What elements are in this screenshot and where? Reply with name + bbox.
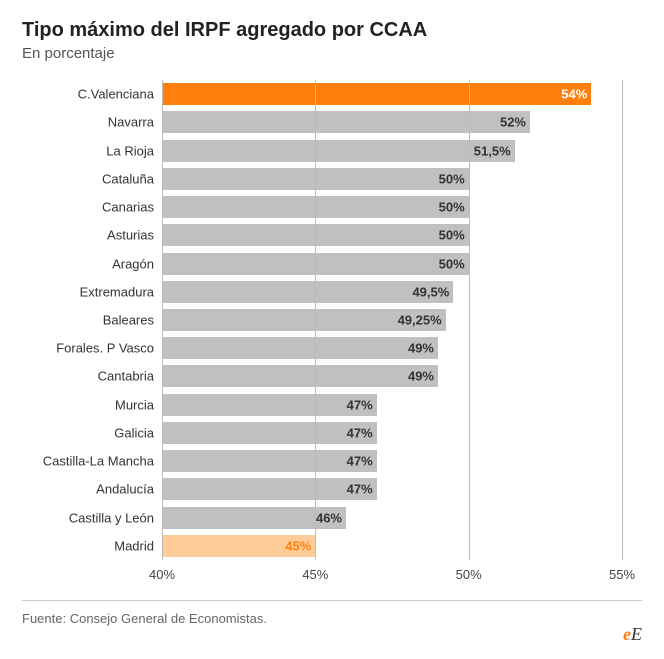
- category-label: Cantabria: [98, 369, 162, 384]
- x-tick-label: 45%: [302, 567, 328, 582]
- bar-value-label: 49%: [408, 341, 434, 356]
- bar-row: Murcia47%: [162, 393, 622, 417]
- gridline: [162, 80, 163, 560]
- bar-row: Madrid45%: [162, 534, 622, 558]
- bar-row: Andalucía47%: [162, 477, 622, 501]
- bar-value-label: 47%: [347, 425, 373, 440]
- bar-row: Canarias50%: [162, 195, 622, 219]
- category-label: Murcia: [115, 397, 162, 412]
- bar-value-label: 50%: [439, 228, 465, 243]
- bar-value-label: 52%: [500, 115, 526, 130]
- bar: 45%: [162, 535, 315, 557]
- bar-row: C.Valenciana54%: [162, 82, 622, 106]
- bar-value-label: 49%: [408, 369, 434, 384]
- category-label: Madrid: [114, 538, 162, 553]
- bar: 46%: [162, 507, 346, 529]
- bar: 52%: [162, 111, 530, 133]
- bar-row: La Rioja51,5%: [162, 139, 622, 163]
- bar-row: Cantabria49%: [162, 364, 622, 388]
- bar: 49,25%: [162, 309, 446, 331]
- category-label: C.Valenciana: [78, 87, 162, 102]
- bar-value-label: 45%: [285, 538, 311, 553]
- category-label: Castilla-La Mancha: [43, 454, 162, 469]
- bar-value-label: 54%: [561, 87, 587, 102]
- category-label: Castilla y León: [69, 510, 162, 525]
- bar: 47%: [162, 422, 377, 444]
- bar-row: Aragón50%: [162, 252, 622, 276]
- chart-container: Tipo máximo del IRPF agregado por CCAA E…: [0, 0, 664, 659]
- logo-part1: e: [623, 624, 631, 644]
- bar-row: Castilla y León46%: [162, 506, 622, 530]
- category-label: Asturias: [107, 228, 162, 243]
- bar-row: Asturias50%: [162, 223, 622, 247]
- bar: 47%: [162, 450, 377, 472]
- bar-row: Cataluña50%: [162, 167, 622, 191]
- publisher-logo: eE: [623, 624, 642, 645]
- gridline: [469, 80, 470, 560]
- plot-area: C.Valenciana54% Navarra52% La Rioja51,5% Ca…: [162, 80, 622, 590]
- category-label: Forales. P Vasco: [56, 341, 162, 356]
- gridline: [315, 80, 316, 560]
- x-tick-label: 50%: [456, 567, 482, 582]
- category-label: Galicia: [114, 425, 162, 440]
- bar: 47%: [162, 478, 377, 500]
- bar: 47%: [162, 394, 377, 416]
- bar-value-label: 49,25%: [398, 312, 442, 327]
- bar: 49%: [162, 365, 438, 387]
- category-label: Cataluña: [102, 171, 162, 186]
- bar-value-label: 46%: [316, 510, 342, 525]
- gridline: [622, 80, 623, 560]
- bar-row: Navarra52%: [162, 110, 622, 134]
- bar-value-label: 51,5%: [474, 143, 511, 158]
- category-label: La Rioja: [106, 143, 162, 158]
- chart-title: Tipo máximo del IRPF agregado por CCAA: [22, 18, 642, 43]
- category-label: Navarra: [108, 115, 162, 130]
- bar-value-label: 50%: [439, 200, 465, 215]
- bar-value-label: 50%: [439, 171, 465, 186]
- bar-value-label: 49,5%: [412, 284, 449, 299]
- bar: 51,5%: [162, 140, 515, 162]
- bar-value-label: 47%: [347, 397, 373, 412]
- bar: 54%: [162, 83, 591, 105]
- bar-row: Castilla-La Mancha47%: [162, 449, 622, 473]
- source-text: Fuente: Consejo General de Economistas.: [22, 600, 642, 626]
- bar-value-label: 47%: [347, 482, 373, 497]
- bar-row: Galicia47%: [162, 421, 622, 445]
- logo-part2: E: [631, 624, 642, 644]
- bar: 49%: [162, 337, 438, 359]
- bar: 49,5%: [162, 281, 453, 303]
- chart: C.Valenciana54%Navarra52%La Rioja51,5%Ca…: [22, 80, 642, 590]
- bar-value-label: 50%: [439, 256, 465, 271]
- x-tick-label: 55%: [609, 567, 635, 582]
- category-label: Aragón: [112, 256, 162, 271]
- category-label: Canarias: [102, 200, 162, 215]
- chart-subtitle: En porcentaje: [22, 45, 642, 62]
- bar-row: Baleares49,25%: [162, 308, 622, 332]
- bar-row: Extremadura49,5%: [162, 280, 622, 304]
- category-label: Baleares: [103, 312, 162, 327]
- bar-row: Forales. P Vasco49%: [162, 336, 622, 360]
- bars-group: C.Valenciana54% Navarra52% La Rioja51,5% Ca…: [162, 80, 622, 560]
- x-tick-label: 40%: [149, 567, 175, 582]
- category-label: Andalucía: [96, 482, 162, 497]
- category-label: Extremadura: [80, 284, 162, 299]
- bar-value-label: 47%: [347, 454, 373, 469]
